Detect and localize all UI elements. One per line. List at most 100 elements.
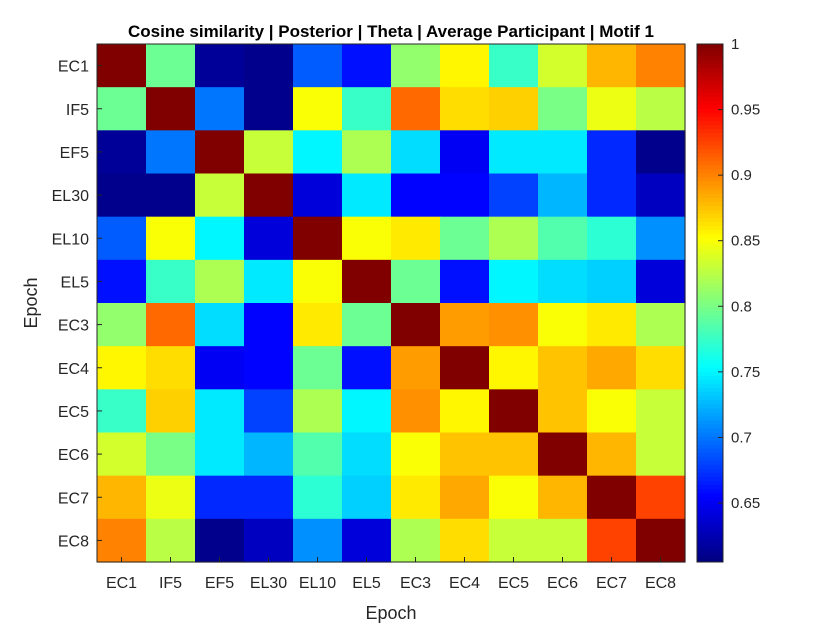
colorbar-segment bbox=[697, 72, 723, 77]
heatmap-cell-IF5-EC7 bbox=[587, 87, 637, 131]
x-tick-label-EL30: EL30 bbox=[250, 575, 287, 592]
colorbar-segment bbox=[697, 213, 723, 219]
heatmap-cell-EL10-EF5 bbox=[195, 216, 245, 261]
colorbar-tick-label: 0.95 bbox=[731, 102, 760, 119]
y-tick-label-EC3: EC3 bbox=[58, 318, 89, 335]
heatmap-cell-IF5-EC6 bbox=[538, 87, 588, 131]
x-tick-label-EC7: EC7 bbox=[596, 575, 627, 592]
heatmap-cell-EC8-EC5 bbox=[489, 518, 539, 563]
colorbar-segment bbox=[697, 351, 723, 357]
colorbar-segment bbox=[697, 48, 723, 53]
heatmap-cell-EL5-EC7 bbox=[587, 259, 637, 304]
colorbar-segment bbox=[697, 201, 723, 207]
heatmap-cell-EC5-EF5 bbox=[195, 389, 245, 434]
colorbar-segment bbox=[697, 44, 723, 49]
colorbar-segment bbox=[697, 436, 723, 442]
heatmap-cell-EL30-EC6 bbox=[538, 173, 588, 218]
colorbar-segment bbox=[697, 545, 723, 551]
heatmap-cell-EL10-EL10 bbox=[293, 216, 343, 261]
heatmap-cell-EC7-EC8 bbox=[636, 475, 686, 520]
colorbar-segment bbox=[697, 234, 723, 239]
heatmap-cell-EC1-EL30 bbox=[244, 44, 294, 88]
heatmap-cell-EC1-EF5 bbox=[195, 44, 245, 88]
heatmap-cell-EC6-EC6 bbox=[538, 432, 588, 477]
y-tick-label-EC6: EC6 bbox=[58, 447, 89, 464]
heatmap-cell-EL5-EC4 bbox=[440, 259, 490, 304]
colorbar-segment bbox=[697, 315, 723, 320]
colorbar-segment bbox=[697, 505, 723, 510]
x-tick-label-EC4: EC4 bbox=[449, 575, 480, 592]
colorbar-segment bbox=[697, 448, 723, 454]
heatmap-cell-EC4-EC5 bbox=[489, 346, 539, 390]
heatmap-cell-EL5-EC6 bbox=[538, 259, 588, 304]
heatmap-cell-IF5-EF5 bbox=[195, 87, 245, 131]
colorbar-segment bbox=[697, 327, 723, 332]
colorbar-segment bbox=[697, 185, 723, 191]
colorbar-segment bbox=[697, 481, 723, 486]
y-tick-label-EC7: EC7 bbox=[58, 490, 89, 507]
colorbar-tick-label: 0.65 bbox=[731, 495, 760, 512]
colorbar-segment bbox=[697, 120, 723, 126]
heatmap-cell-EL5-EF5 bbox=[195, 259, 245, 304]
colorbar-segment bbox=[697, 452, 723, 458]
colorbar-segment bbox=[697, 440, 723, 446]
heatmap-cell-IF5-EC8 bbox=[636, 87, 686, 131]
heatmap-cell-EL5-EL5 bbox=[342, 259, 392, 304]
colorbar-segment bbox=[697, 493, 723, 498]
colorbar-segment bbox=[697, 145, 723, 150]
heatmap-cell-EC5-EL10 bbox=[293, 389, 343, 434]
heatmap-cell-EL30-EL10 bbox=[293, 173, 343, 218]
heatmap-cell-EC1-EL10 bbox=[293, 44, 343, 88]
colorbar-segment bbox=[697, 197, 723, 203]
colorbar-segment bbox=[697, 149, 723, 154]
colorbar-segment bbox=[697, 294, 723, 300]
heatmap-cell-EC6-EC8 bbox=[636, 432, 686, 477]
heatmap-cell-EC5-EC7 bbox=[587, 389, 637, 434]
heatmap-cell-EC4-EC4 bbox=[440, 346, 490, 390]
heatmap-cell-EL10-EC6 bbox=[538, 216, 588, 261]
heatmap-cells bbox=[97, 44, 686, 563]
heatmap-cell-EC4-EL30 bbox=[244, 346, 294, 390]
heatmap-cell-EC5-EC6 bbox=[538, 389, 588, 434]
x-tick-label-EC6: EC6 bbox=[547, 575, 578, 592]
colorbar-segment bbox=[697, 355, 723, 361]
colorbar-segment bbox=[697, 64, 723, 69]
heatmap-cell-EF5-EF5 bbox=[195, 130, 245, 175]
colorbar-segment bbox=[697, 375, 723, 381]
heatmap-cell-EL5-EC8 bbox=[636, 259, 686, 304]
colorbar-segment bbox=[697, 557, 723, 563]
heatmap-cell-EL10-EC1 bbox=[97, 216, 147, 261]
colorbar-segment bbox=[697, 242, 723, 247]
heatmap-cell-EF5-EC8 bbox=[636, 130, 686, 175]
heatmap-cell-EC3-EL5 bbox=[342, 303, 392, 347]
colorbar-segment bbox=[697, 193, 723, 199]
x-tick-label-EF5: EF5 bbox=[205, 575, 234, 592]
heatmap-cell-EC4-EL10 bbox=[293, 346, 343, 390]
heatmap-cell-EL30-EF5 bbox=[195, 173, 245, 218]
heatmap-cell-EC4-EC1 bbox=[97, 346, 147, 390]
heatmap-cell-EC3-EC7 bbox=[587, 303, 637, 347]
heatmap-cell-EC5-EC8 bbox=[636, 389, 686, 434]
y-tick-label-EL10: EL10 bbox=[52, 231, 89, 248]
colorbar-segment bbox=[697, 525, 723, 531]
heatmap-cell-EC8-EL10 bbox=[293, 518, 343, 563]
heatmap-cell-EC7-EC3 bbox=[391, 475, 441, 520]
y-tick-label-IF5: IF5 bbox=[66, 102, 89, 119]
colorbar-segment bbox=[697, 444, 723, 450]
y-tick-label-EC1: EC1 bbox=[58, 59, 89, 76]
colorbar-segment bbox=[697, 173, 723, 179]
heatmap-cell-EF5-IF5 bbox=[146, 130, 196, 175]
colorbar-segment bbox=[697, 513, 723, 518]
heatmap-cell-EC3-EL10 bbox=[293, 303, 343, 347]
colorbar-segment bbox=[697, 432, 723, 438]
heatmap-cell-EC8-IF5 bbox=[146, 518, 196, 563]
colorbar-segment bbox=[697, 489, 723, 494]
heatmap-cell-EC4-EL5 bbox=[342, 346, 392, 390]
heatmap-cell-EC3-IF5 bbox=[146, 303, 196, 347]
colorbar-segment bbox=[697, 238, 723, 243]
colorbar-tick-label: 0.8 bbox=[731, 298, 752, 315]
colorbar-segment bbox=[697, 181, 723, 187]
colorbar-segment bbox=[697, 108, 723, 114]
heatmap-cell-EL10-EC3 bbox=[391, 216, 441, 261]
